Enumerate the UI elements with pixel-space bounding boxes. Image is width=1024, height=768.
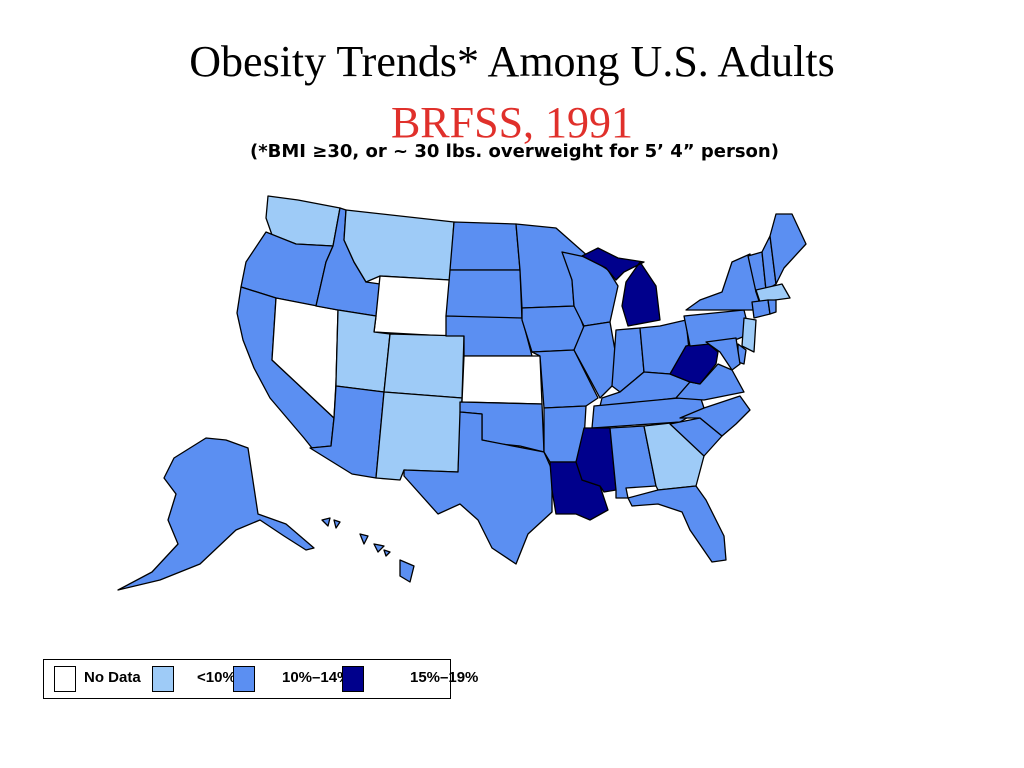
state-MI [581,247,661,327]
state-NC [679,395,751,437]
state-HI [321,517,415,583]
state-TX [403,411,553,565]
legend-swatch-lt10 [152,666,174,692]
state-ME [769,213,807,285]
legend-swatch-15-19 [342,666,364,692]
legend-swatch-10-14 [233,666,255,692]
legend-label-lt10: <10% [197,669,236,686]
state-RI [767,299,777,315]
state-IL [573,321,617,399]
state-IA [521,305,585,353]
legend-label-15-19: 15%–19% [410,669,479,686]
legend-label-no-data: No Data [84,669,141,686]
state-SD [445,269,523,321]
state-WY [373,275,451,337]
state-MT [343,209,455,283]
state-CO [383,333,465,399]
slide-title: Obesity Trends* Among U.S. Adults [189,37,835,86]
state-CT [751,299,771,319]
state-NY [685,253,763,311]
state-MA [755,283,791,303]
state-NM [375,391,463,481]
state-KS [461,355,543,405]
state-MD [705,337,741,371]
state-NJ [741,317,757,353]
slide-subtitle: BRFSS, 1991 [390,98,634,147]
legend: No Data <10% 10%–14% 15%–19% [43,659,478,699]
bmi-footnote: (*BMI ≥30, or ~ 30 lbs. overweight for 5… [250,141,779,162]
state-AK [117,437,315,591]
legend-label-10-14: 10%–14% [282,669,351,686]
state-PA [683,309,751,347]
state-ND [449,221,521,271]
state-FL [627,485,727,563]
legend-swatch-no-data [54,666,76,692]
